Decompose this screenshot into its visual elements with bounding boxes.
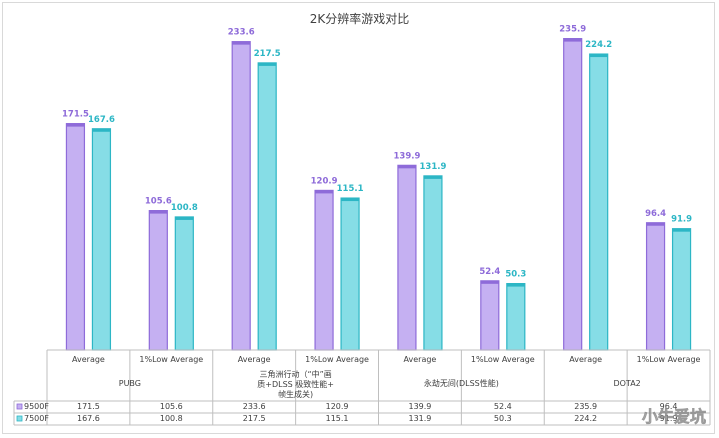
bar-9500F-6	[563, 38, 583, 351]
table-cell-7500F-4: 131.9	[408, 414, 431, 423]
legend-label-9500F: 9500F	[24, 402, 49, 411]
bar-cap-7500F-6	[589, 54, 608, 58]
data-label-9500F-7: 96.4	[645, 209, 666, 219]
bar-cap-7500F-7	[672, 228, 691, 232]
group-label-1-line-2: 帧生成关)	[278, 389, 313, 399]
data-label-7500F-7: 91.9	[671, 215, 692, 225]
subcategory-label-4: Average	[404, 355, 437, 364]
data-label-9500F-1: 105.6	[145, 197, 172, 207]
data-label-7500F-2: 217.5	[254, 49, 281, 59]
subcategory-label-1: 1%Low Average	[139, 355, 203, 364]
bar-cap-7500F-2	[258, 62, 277, 66]
bar-cap-9500F-1	[149, 210, 168, 214]
data-label-9500F-0: 171.5	[62, 110, 89, 120]
bar-9500F-1	[148, 210, 168, 351]
data-label-9500F-6: 235.9	[559, 25, 586, 35]
group-label-2-line-0: 永劫无间(DLSS性能)	[424, 378, 499, 388]
table-cell-7500F-7: 91.9	[660, 414, 678, 423]
data-label-7500F-3: 115.1	[337, 184, 364, 194]
legend-label-7500F: 7500F	[24, 414, 49, 423]
bar-cap-9500F-7	[646, 222, 665, 226]
bar-7500F-0	[91, 128, 112, 351]
subcategory-label-7: 1%Low Average	[637, 355, 701, 364]
table-cell-7500F-0: 167.6	[77, 414, 100, 423]
table-cell-7500F-5: 50.3	[494, 414, 512, 423]
table-cell-9500F-1: 105.6	[160, 402, 183, 411]
data-label-9500F-4: 139.9	[393, 151, 420, 161]
chart-frame	[2, 2, 715, 434]
bar-cap-9500F-4	[397, 165, 416, 169]
data-label-9500F-3: 120.9	[311, 176, 338, 186]
bar-cap-7500F-5	[506, 283, 525, 287]
table-cell-9500F-4: 139.9	[408, 402, 431, 411]
group-label-1-line-0: 三角洲行动（“中”画	[259, 369, 331, 379]
subcategory-label-2: Average	[238, 355, 271, 364]
bar-7500F-3	[340, 197, 360, 351]
table-cell-7500F-2: 217.5	[243, 414, 266, 423]
bar-cap-9500F-3	[315, 190, 334, 194]
data-label-7500F-0: 167.6	[88, 115, 115, 125]
bar-7500F-7	[671, 228, 692, 351]
bar-cap-7500F-1	[175, 216, 194, 220]
bar-cap-9500F-0	[66, 123, 85, 127]
bar-7500F-1	[174, 216, 194, 351]
bar-cap-7500F-4	[423, 175, 442, 179]
group-label-0-line-0: PUBG	[119, 379, 141, 388]
bar-9500F-3	[314, 189, 334, 351]
bar-cap-9500F-2	[232, 41, 251, 45]
table-cell-9500F-3: 120.9	[326, 402, 349, 411]
subcategory-label-3: 1%Low Average	[305, 355, 369, 364]
subcategory-label-0: Average	[72, 355, 105, 364]
bar-9500F-5	[480, 280, 500, 351]
data-label-9500F-5: 52.4	[479, 267, 500, 277]
subcategory-label-6: Average	[569, 355, 602, 364]
bar-7500F-4	[423, 175, 443, 351]
legend-swatch-7500F	[16, 415, 23, 422]
legend-swatch-9500F	[16, 403, 23, 410]
table-cell-9500F-5: 52.4	[494, 402, 512, 411]
bar-7500F-2	[257, 62, 277, 351]
bar-cap-9500F-5	[480, 280, 499, 284]
bar-7500F-6	[589, 53, 609, 351]
table-cell-7500F-6: 224.2	[574, 414, 597, 423]
watermark-text: 小牛爱坑	[642, 407, 706, 426]
data-label-9500F-2: 233.6	[228, 28, 255, 38]
table-cell-9500F-7: 96.4	[660, 402, 678, 411]
bar-9500F-4	[397, 164, 417, 351]
data-label-7500F-4: 131.9	[419, 162, 446, 172]
chart-title: 2K分辨率游戏对比	[309, 12, 410, 26]
bar-9500F-0	[65, 123, 86, 351]
data-label-7500F-6: 224.2	[585, 40, 612, 50]
bar-9500F-7	[645, 222, 666, 351]
bar-7500F-5	[506, 283, 526, 351]
group-label-1-line-1: 质+DLSS 极致性能+	[257, 379, 334, 389]
bar-9500F-2	[231, 41, 251, 351]
table-cell-7500F-1: 100.8	[160, 414, 183, 423]
data-label-7500F-1: 100.8	[171, 203, 198, 213]
table-cell-9500F-6: 235.9	[574, 402, 597, 411]
subcategory-label-5: 1%Low Average	[471, 355, 535, 364]
table-cell-9500F-0: 171.5	[77, 402, 100, 411]
bar-cap-7500F-0	[92, 128, 111, 132]
table-cell-9500F-2: 233.6	[243, 402, 266, 411]
group-label-3-line-0: DOTA2	[613, 379, 640, 388]
table-cell-7500F-3: 115.1	[326, 414, 349, 423]
data-label-7500F-5: 50.3	[505, 270, 526, 280]
bar-cap-7500F-3	[341, 198, 360, 202]
bar-cap-9500F-6	[563, 38, 582, 42]
